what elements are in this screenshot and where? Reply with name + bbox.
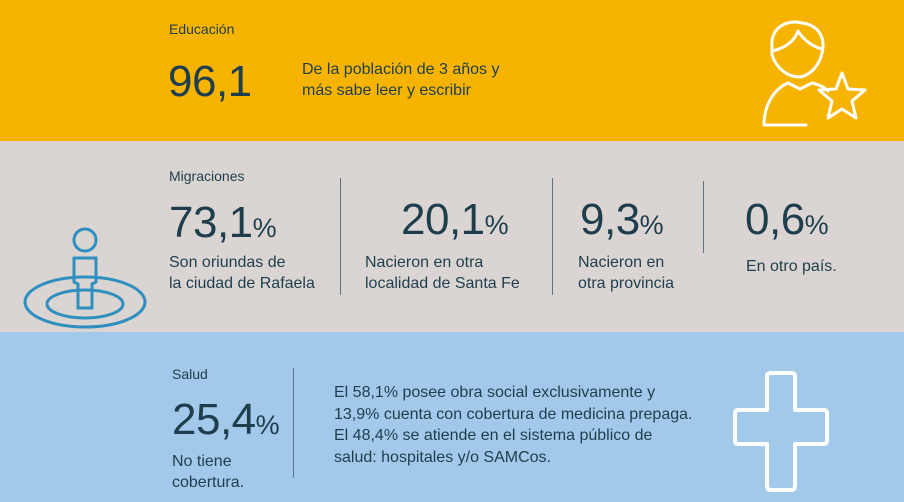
salud-unit: % (255, 410, 280, 440)
salud-label: Salud (172, 366, 208, 382)
salud-description-line: salud: hospitales y/o SAMCos. (334, 448, 551, 466)
educacion-value: 96,1 (168, 57, 252, 106)
stat-unit: % (252, 213, 277, 243)
salud-description-line: 13,9% cuenta con cobertura de medicina p… (334, 405, 693, 423)
stat-unit: % (804, 210, 829, 240)
stat-caption-line: la ciudad de Rafaela (169, 275, 315, 292)
educacion-description: De la población de 3 años y más sabe lee… (302, 59, 499, 101)
stat-number: 9,3 (580, 195, 640, 244)
person-location-icon (23, 227, 147, 329)
migraciones-stat-caption: Nacieron en otra provincia (578, 252, 674, 294)
educacion-section: Educación 96,1 De la población de 3 años… (0, 0, 904, 141)
divider (340, 178, 341, 295)
migraciones-stat-value: 20,1% (401, 195, 509, 244)
educacion-description-line: más sabe leer y escribir (302, 82, 471, 99)
stat-number: 0,6 (745, 195, 805, 244)
migraciones-stat-caption: Son oriundas de la ciudad de Rafaela (169, 252, 315, 294)
migraciones-stat-value: 0,6% (745, 195, 829, 244)
salud-description-line: El 48,4% se atiende en el sistema públic… (334, 427, 653, 444)
migraciones-stat-value: 73,1% (169, 198, 277, 247)
migraciones-label: Migraciones (169, 168, 245, 184)
stat-caption-line: Nacieron en otra (365, 254, 484, 271)
stat-caption-line: localidad de Santa Fe (365, 275, 520, 292)
stat-caption-line: Nacieron en (578, 254, 665, 271)
salud-description: El 58,1% posee obra social exclusivament… (334, 382, 692, 468)
salud-description-line: El 58,1% posee obra social exclusivament… (334, 384, 656, 401)
migraciones-stat-caption: En otro país. (746, 256, 837, 277)
salud-caption: No tiene cobertura. (172, 451, 244, 493)
salud-number: 25,4 (172, 395, 256, 444)
migraciones-section: Migraciones 73,1% Son oriundas de la ciu… (0, 141, 904, 332)
stat-caption-line: otra provincia (578, 275, 675, 292)
divider (703, 181, 704, 253)
health-cross-icon (733, 371, 829, 492)
salud-section: Salud 25,4% No tiene cobertura. El 58,1%… (0, 332, 904, 502)
divider (552, 178, 553, 295)
divider (293, 368, 294, 478)
student-star-icon (762, 20, 867, 127)
stat-number: 20,1 (401, 195, 485, 244)
stat-unit: % (484, 210, 509, 240)
educacion-description-line: De la población de 3 años y (302, 61, 500, 78)
stat-caption-line: Son oriundas de (169, 254, 286, 271)
salud-value: 25,4% (172, 395, 280, 444)
migraciones-stat-value: 9,3% (580, 195, 664, 244)
stat-caption-line: En otro país. (746, 258, 837, 275)
salud-caption-line: No tiene (172, 453, 232, 470)
stat-number: 73,1 (169, 198, 253, 247)
salud-caption-line: cobertura. (172, 474, 245, 491)
migraciones-stat-caption: Nacieron en otra localidad de Santa Fe (365, 252, 520, 294)
stat-unit: % (639, 210, 664, 240)
educacion-label: Educación (169, 21, 235, 37)
